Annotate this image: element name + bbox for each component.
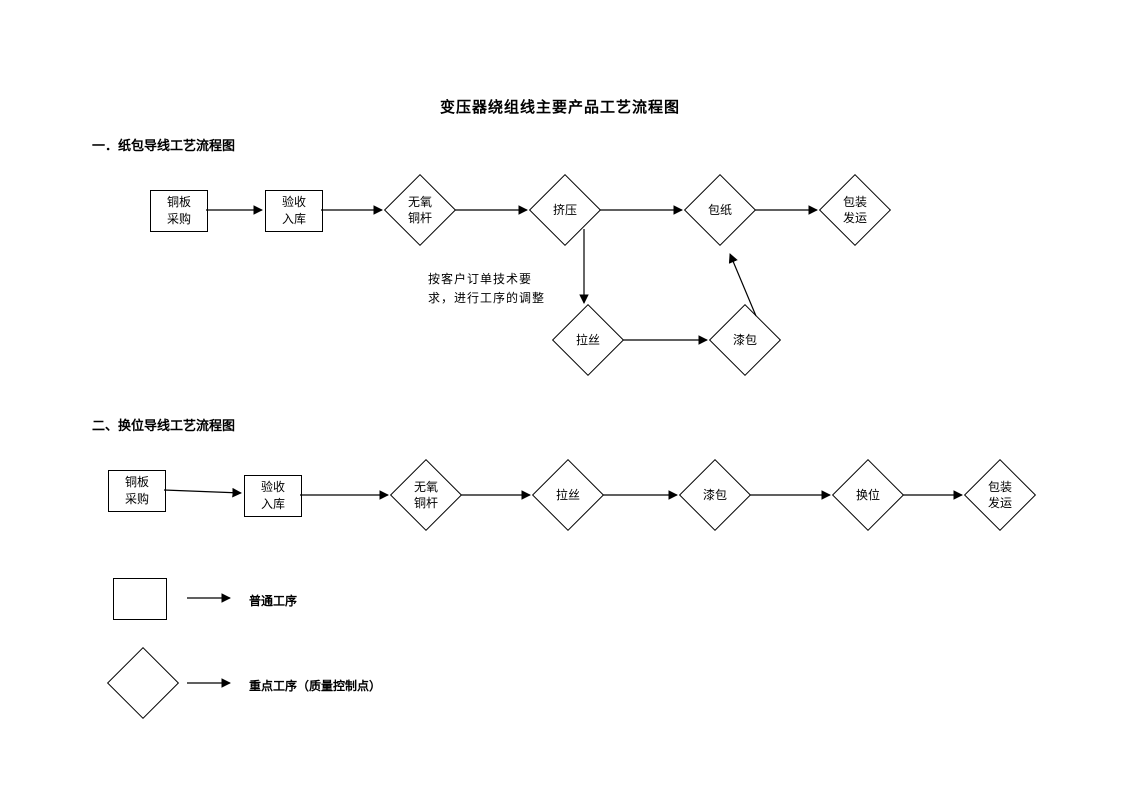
flow1-rect-inspect: 验收 入库 <box>265 190 323 232</box>
legend-diamond <box>108 648 178 718</box>
note-line1: 按客户订单技术要 <box>428 272 532 286</box>
flow1-diamond-oxyfree: 无氧 铜杆 <box>385 175 455 245</box>
flow2-rect-copper: 铜板 采购 <box>108 470 166 512</box>
flow1-diamond-packship: 包装 发运 <box>820 175 890 245</box>
flow2-diamond-drawing: 拉丝 <box>533 460 603 530</box>
legend-key-label: 重点工序（质量控制点） <box>249 677 381 694</box>
flow1-diamond-enamel: 漆包 <box>710 305 780 375</box>
flow2-rect-inspect: 验收 入库 <box>244 475 302 517</box>
legend-normal-label: 普通工序 <box>249 592 297 609</box>
flow1-rect-copper: 铜板 采购 <box>150 190 208 232</box>
note-line2: 求，进行工序的调整 <box>428 291 545 305</box>
section1-heading: 一．纸包导线工艺流程图 <box>92 135 235 154</box>
flow1-diamond-extrude: 挤压 <box>530 175 600 245</box>
flow2-diamond-oxyfree: 无氧 铜杆 <box>391 460 461 530</box>
flow1-diamond-paperwrap: 包纸 <box>685 175 755 245</box>
legend-rect <box>113 578 167 620</box>
flow2-diamond-transpose: 换位 <box>833 460 903 530</box>
flow2-diamond-enamel: 漆包 <box>680 460 750 530</box>
page-title: 变压器绕组线主要产品工艺流程图 <box>440 96 680 117</box>
flow2-diamond-packship: 包装 发运 <box>965 460 1035 530</box>
section2-heading: 二、换位导线工艺流程图 <box>92 415 235 434</box>
flow1-diamond-drawing: 拉丝 <box>553 305 623 375</box>
flow1-note: 按客户订单技术要 求，进行工序的调整 <box>428 270 545 308</box>
page: 变压器绕组线主要产品工艺流程图 一．纸包导线工艺流程图 铜板 采购 验收 入库 … <box>0 0 1122 793</box>
